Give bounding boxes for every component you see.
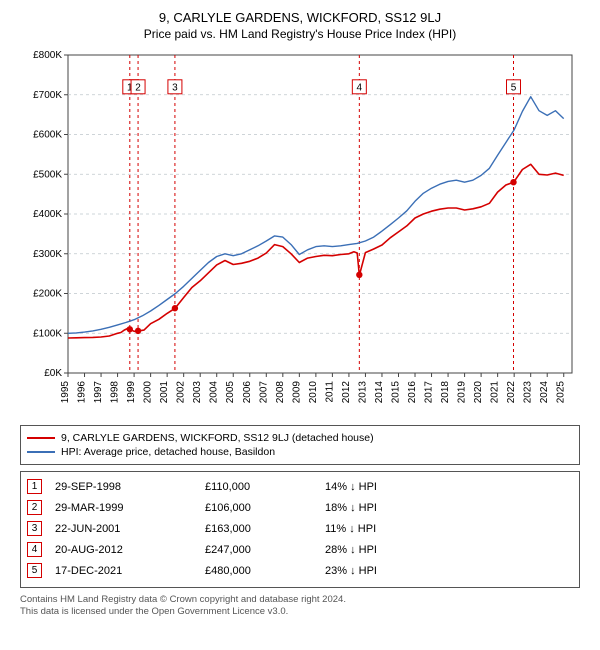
sale-price: £106,000	[205, 502, 325, 514]
svg-text:2000: 2000	[143, 381, 154, 404]
svg-text:2002: 2002	[176, 381, 187, 404]
chart-title: 9, CARLYLE GARDENS, WICKFORD, SS12 9LJ	[10, 10, 590, 25]
svg-text:2011: 2011	[324, 381, 335, 403]
svg-text:1997: 1997	[93, 381, 104, 404]
svg-text:2023: 2023	[523, 381, 534, 404]
svg-text:2020: 2020	[473, 381, 484, 404]
svg-text:2003: 2003	[192, 381, 203, 404]
chart-plot: £0K £100K £200K £300K £400K £500K £600K £700K £8…	[20, 49, 580, 419]
svg-text:1995: 1995	[60, 381, 71, 404]
sale-date: 17-DEC-2021	[55, 565, 205, 577]
sale-marker-icon: 2	[27, 500, 42, 515]
legend: 9, CARLYLE GARDENS, WICKFORD, SS12 9LJ (…	[20, 425, 580, 465]
svg-text:3: 3	[172, 82, 178, 93]
svg-text:2010: 2010	[308, 381, 319, 404]
svg-text:2001: 2001	[159, 381, 170, 404]
svg-text:£800K: £800K	[33, 50, 62, 61]
svg-text:£200K: £200K	[33, 289, 62, 300]
svg-text:2005: 2005	[225, 381, 236, 404]
svg-text:£400K: £400K	[33, 209, 62, 220]
footer-attribution: Contains HM Land Registry data © Crown c…	[20, 594, 580, 618]
svg-text:2015: 2015	[390, 381, 401, 404]
sales-row: 5 17-DEC-2021£480,00023% ↓ HPI	[27, 560, 573, 581]
legend-label: 9, CARLYLE GARDENS, WICKFORD, SS12 9LJ (…	[61, 432, 374, 444]
svg-text:2006: 2006	[242, 381, 253, 404]
svg-text:1999: 1999	[126, 381, 137, 404]
svg-text:5: 5	[511, 82, 517, 93]
svg-text:2012: 2012	[341, 381, 352, 404]
sale-hpi-delta: 28% ↓ HPI	[325, 544, 445, 556]
chart-container: { "title": "9, CARLYLE GARDENS, WICKFORD…	[0, 0, 600, 650]
sales-row: 3 22-JUN-2001£163,00011% ↓ HPI	[27, 518, 573, 539]
legend-label: HPI: Average price, detached house, Basi…	[61, 446, 275, 458]
svg-text:2021: 2021	[490, 381, 501, 404]
sale-price: £480,000	[205, 565, 325, 577]
svg-text:£100K: £100K	[33, 328, 62, 339]
svg-text:1996: 1996	[77, 381, 88, 404]
sale-date: 29-SEP-1998	[55, 481, 205, 493]
svg-text:2013: 2013	[357, 381, 368, 404]
footer-line-1: Contains HM Land Registry data © Crown c…	[20, 594, 580, 606]
svg-text:2016: 2016	[407, 381, 418, 404]
sales-row: 1 29-SEP-1998£110,00014% ↓ HPI	[27, 476, 573, 497]
sale-price: £110,000	[205, 481, 325, 493]
svg-text:2004: 2004	[209, 381, 220, 404]
svg-text:2024: 2024	[539, 381, 550, 404]
sale-marker-icon: 5	[27, 563, 42, 578]
sales-table: 1 29-SEP-1998£110,00014% ↓ HPI 2 29-MAR-199…	[20, 471, 580, 588]
sale-hpi-delta: 18% ↓ HPI	[325, 502, 445, 514]
svg-text:2: 2	[135, 82, 141, 93]
sale-date: 20-AUG-2012	[55, 544, 205, 556]
chart-subtitle: Price paid vs. HM Land Registry's House …	[10, 27, 590, 41]
legend-swatch	[27, 437, 55, 439]
sales-row: 2 29-MAR-1999£106,00018% ↓ HPI	[27, 497, 573, 518]
svg-text:4: 4	[357, 82, 363, 93]
sale-hpi-delta: 11% ↓ HPI	[325, 523, 445, 535]
sale-date: 29-MAR-1999	[55, 502, 205, 514]
sales-row: 4 20-AUG-2012£247,00028% ↓ HPI	[27, 539, 573, 560]
legend-swatch	[27, 451, 55, 453]
svg-text:2022: 2022	[506, 381, 517, 404]
sale-price: £247,000	[205, 544, 325, 556]
svg-text:£300K: £300K	[33, 249, 62, 260]
svg-text:£600K: £600K	[33, 130, 62, 141]
sale-marker-icon: 3	[27, 521, 42, 536]
svg-text:2019: 2019	[457, 381, 468, 404]
svg-text:2007: 2007	[258, 381, 269, 404]
svg-text:2025: 2025	[556, 381, 567, 404]
svg-text:2009: 2009	[291, 381, 302, 404]
svg-text:2014: 2014	[374, 381, 385, 404]
svg-text:£500K: £500K	[33, 169, 62, 180]
sale-hpi-delta: 14% ↓ HPI	[325, 481, 445, 493]
svg-text:2008: 2008	[275, 381, 286, 404]
sale-date: 22-JUN-2001	[55, 523, 205, 535]
svg-text:£700K: £700K	[33, 90, 62, 101]
sale-price: £163,000	[205, 523, 325, 535]
svg-text:2018: 2018	[440, 381, 451, 404]
sale-hpi-delta: 23% ↓ HPI	[325, 565, 445, 577]
legend-item: 9, CARLYLE GARDENS, WICKFORD, SS12 9LJ (…	[27, 432, 573, 444]
svg-text:2017: 2017	[424, 381, 435, 404]
chart-svg: £0K £100K £200K £300K £400K £500K £600K £700K £8…	[20, 49, 580, 419]
svg-text:£0K: £0K	[44, 368, 62, 379]
legend-item: HPI: Average price, detached house, Basi…	[27, 446, 573, 458]
sale-marker-icon: 4	[27, 542, 42, 557]
sale-marker-icon: 1	[27, 479, 42, 494]
footer-line-2: This data is licensed under the Open Gov…	[20, 606, 580, 618]
svg-text:1998: 1998	[110, 381, 121, 404]
